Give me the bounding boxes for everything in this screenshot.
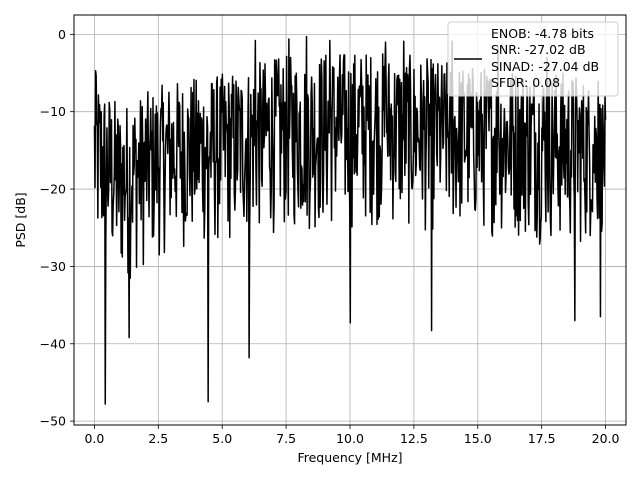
x-tick-label: 12.5 bbox=[400, 431, 428, 446]
legend-box bbox=[447, 21, 619, 97]
y-tick-label: −20 bbox=[40, 182, 66, 197]
x-tick-label: 20.0 bbox=[592, 431, 620, 446]
x-axis-ticks: 0.0 2.5 5.0 7.5 10.0 12.5 15.0 17.5 20.0 bbox=[84, 425, 620, 446]
y-tick-label: −50 bbox=[40, 414, 66, 429]
legend-entry-sfdr: SFDR: 0.08 bbox=[491, 75, 560, 90]
y-tick-label: 0 bbox=[58, 27, 66, 42]
legend: ENOB: -4.78 bits SNR: -27.02 dB SINAD: -… bbox=[447, 21, 619, 97]
y-tick-label: −10 bbox=[40, 104, 66, 119]
y-axis-label: PSD [dB] bbox=[13, 192, 28, 247]
x-tick-label: 17.5 bbox=[528, 431, 556, 446]
x-axis-label: Frequency [MHz] bbox=[297, 450, 402, 465]
y-tick-label: −40 bbox=[40, 336, 66, 351]
y-tick-label: −30 bbox=[40, 259, 66, 274]
x-tick-label: 2.5 bbox=[148, 431, 168, 446]
x-tick-label: 10.0 bbox=[336, 431, 364, 446]
psd-series-line bbox=[93, 35, 607, 405]
x-tick-label: 7.5 bbox=[276, 431, 296, 446]
y-axis-ticks: 0 −10 −20 −30 −40 −50 bbox=[40, 27, 74, 429]
legend-entry-sinad: SINAD: -27.04 dB bbox=[491, 59, 599, 74]
plot-area bbox=[93, 35, 607, 405]
x-tick-label: 5.0 bbox=[212, 431, 232, 446]
x-tick-label: 15.0 bbox=[464, 431, 492, 446]
legend-entry-enob: ENOB: -4.78 bits bbox=[491, 26, 594, 41]
x-tick-label: 0.0 bbox=[84, 431, 104, 446]
legend-entry-snr: SNR: -27.02 dB bbox=[491, 42, 586, 57]
